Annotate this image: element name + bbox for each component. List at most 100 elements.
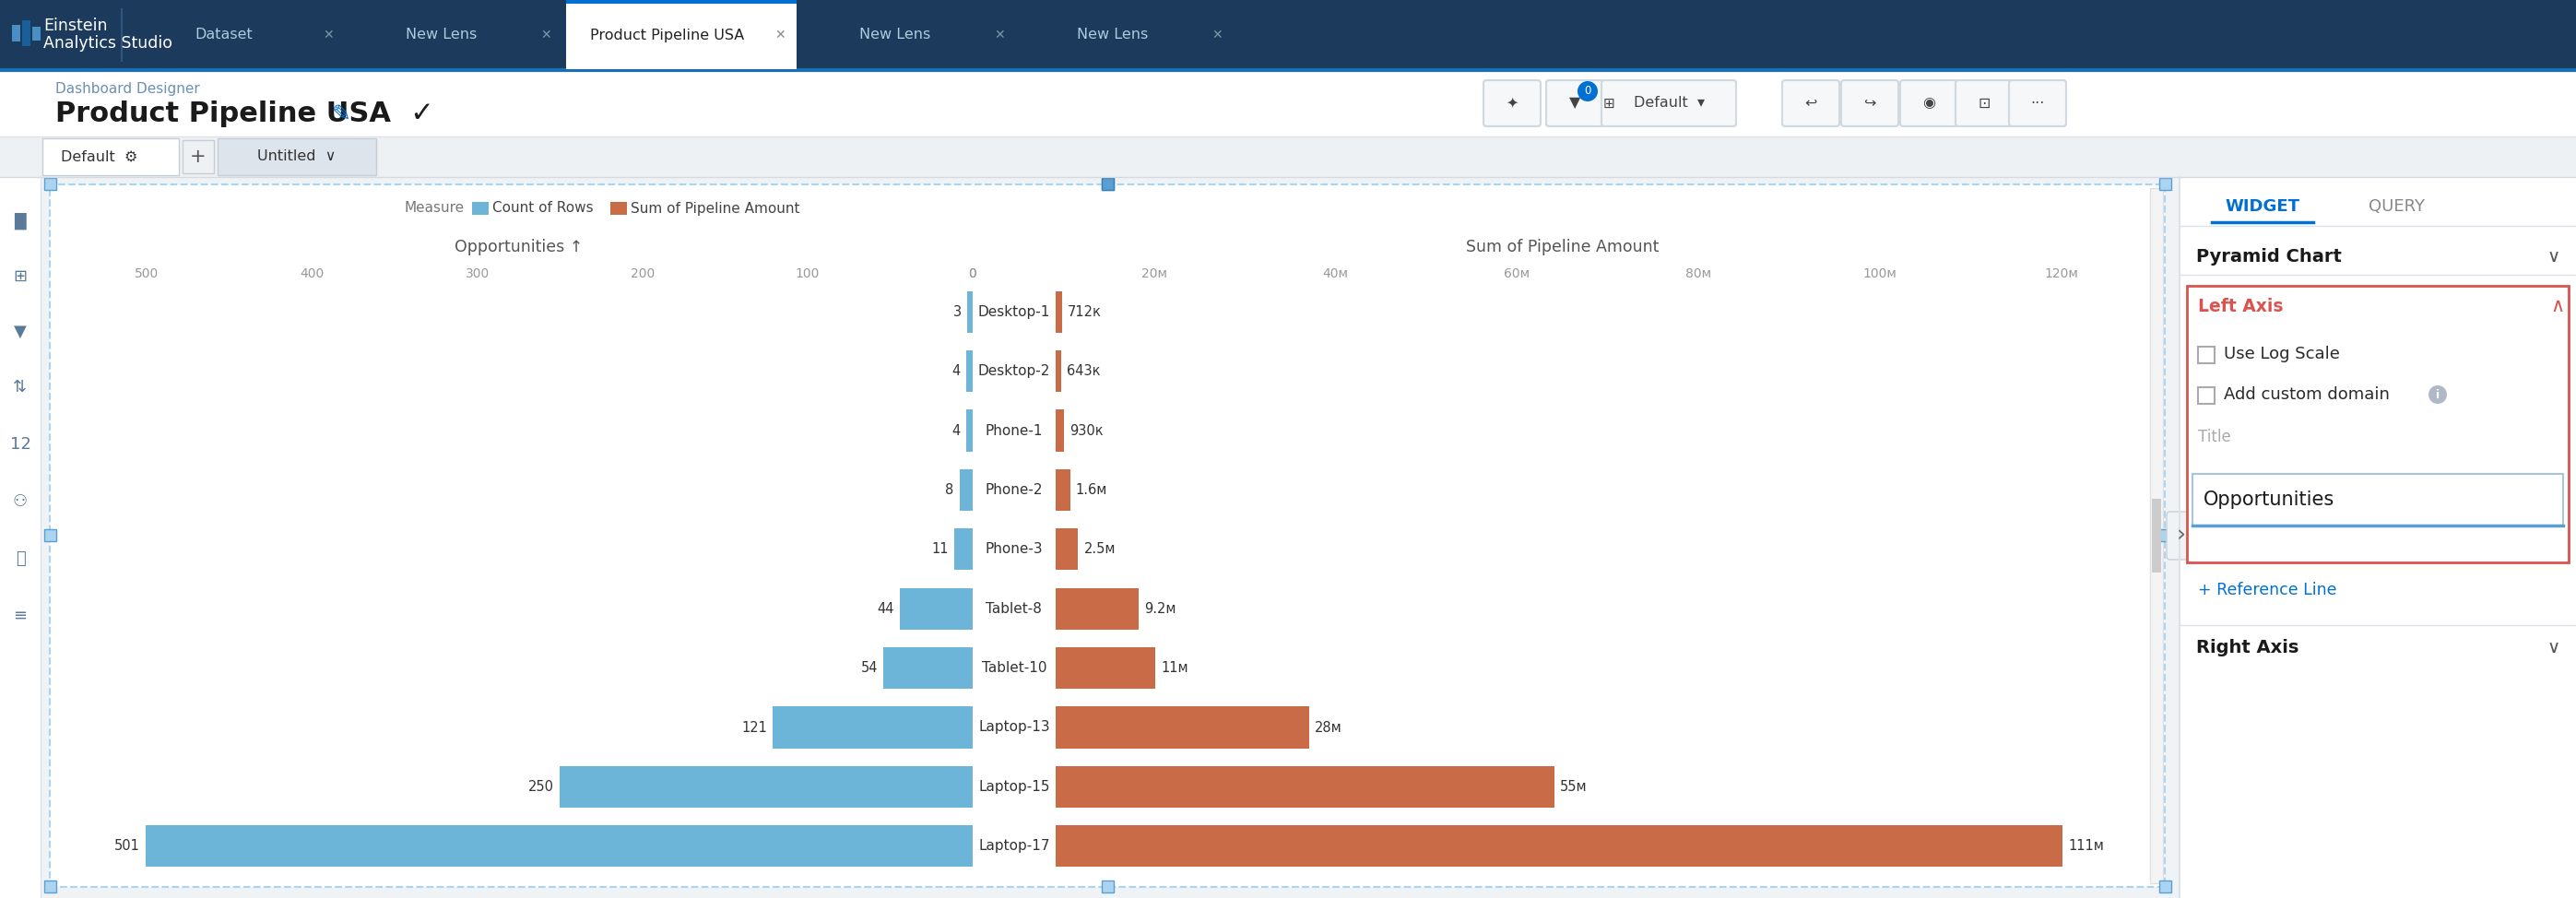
Text: Desktop-1: Desktop-1 (979, 305, 1051, 319)
Text: ✕: ✕ (541, 29, 551, 41)
Text: +: + (191, 147, 206, 166)
Bar (1056, 529, 1079, 570)
Bar (2187, 286, 2568, 562)
Bar (144, 825, 974, 867)
Text: Default  ⚙: Default ⚙ (62, 150, 139, 163)
Text: Use Log Scale: Use Log Scale (2223, 346, 2339, 362)
Text: Einstein: Einstein (44, 18, 108, 34)
Text: New Lens: New Lens (1077, 28, 1149, 42)
Text: 54: 54 (860, 661, 878, 675)
Text: New Lens: New Lens (407, 28, 477, 42)
Bar (1056, 647, 1154, 689)
FancyBboxPatch shape (1783, 80, 1839, 127)
FancyBboxPatch shape (2166, 512, 2197, 559)
Text: Left Axis: Left Axis (2197, 297, 2282, 315)
Text: Opportunities ↑: Opportunities ↑ (453, 239, 582, 255)
Bar (44, 880, 57, 893)
Text: 250: 250 (528, 779, 554, 794)
Bar (966, 350, 974, 392)
Text: ✕: ✕ (1211, 29, 1224, 41)
Bar (567, 0, 796, 4)
Text: ⊞: ⊞ (1602, 96, 1615, 110)
Bar (2197, 347, 2215, 364)
Text: ✕: ✕ (994, 29, 1005, 41)
Text: Product Pipeline USA: Product Pipeline USA (590, 28, 744, 42)
Text: ≡: ≡ (13, 608, 28, 624)
FancyBboxPatch shape (1901, 80, 1958, 127)
Bar (23, 21, 31, 46)
Text: 501: 501 (113, 840, 139, 853)
Bar (471, 202, 489, 215)
Text: Untitled  ∨: Untitled ∨ (258, 150, 337, 163)
Bar (0, 177, 41, 898)
Text: ···: ··· (2030, 96, 2045, 110)
Bar (2179, 177, 2576, 898)
Text: Laptop-17: Laptop-17 (979, 840, 1051, 853)
Text: 3: 3 (953, 305, 961, 319)
Text: Laptop-13: Laptop-13 (979, 720, 1051, 735)
Text: 60м: 60м (1504, 268, 1530, 280)
Text: 44: 44 (878, 602, 894, 616)
Text: 80м: 80м (1685, 268, 1710, 280)
Bar (1056, 766, 1553, 807)
Text: Tablet-8: Tablet-8 (987, 602, 1043, 616)
Text: ⚇: ⚇ (13, 493, 28, 510)
Bar (1103, 880, 1113, 893)
Text: Phone-1: Phone-1 (984, 424, 1043, 437)
Text: + Reference Line: + Reference Line (2197, 582, 2336, 598)
Text: Dashboard Designer: Dashboard Designer (54, 82, 201, 95)
Bar (611, 202, 626, 215)
Text: ⊡: ⊡ (1978, 96, 1991, 110)
Text: 8: 8 (945, 483, 953, 497)
Text: 200: 200 (631, 268, 654, 280)
Text: ▼: ▼ (13, 323, 26, 340)
FancyBboxPatch shape (1955, 80, 2012, 127)
Text: 643к: 643к (1066, 365, 1100, 378)
Bar (567, 0, 796, 69)
Text: 100м: 100м (1862, 268, 1896, 280)
Text: 55м: 55м (1561, 779, 1587, 794)
Text: 20м: 20м (1141, 268, 1167, 280)
Text: New Lens: New Lens (860, 28, 930, 42)
Bar (49, 184, 2164, 887)
Bar (183, 140, 214, 173)
FancyBboxPatch shape (1484, 80, 1540, 127)
Text: Pyramid Chart: Pyramid Chart (2197, 248, 2342, 265)
Text: WIDGET: WIDGET (2226, 198, 2300, 215)
Text: Add custom domain: Add custom domain (2223, 386, 2391, 403)
Text: 11м: 11м (1162, 661, 1188, 675)
Text: ∧: ∧ (2550, 297, 2566, 315)
Text: 300: 300 (466, 268, 489, 280)
Text: ✕: ✕ (322, 29, 332, 41)
Bar (2197, 387, 2215, 404)
Text: ↪: ↪ (1862, 96, 1875, 110)
Text: Product Pipeline USA  ✓: Product Pipeline USA ✓ (54, 101, 433, 128)
Text: 0: 0 (969, 268, 976, 280)
Text: ⇅: ⇅ (13, 379, 28, 395)
Text: ✎: ✎ (332, 103, 350, 126)
Text: ✕: ✕ (775, 29, 786, 41)
Bar (33, 27, 41, 40)
Bar (2151, 188, 2164, 884)
Text: 400: 400 (299, 268, 325, 280)
Text: Count of Rows: Count of Rows (492, 201, 592, 216)
Text: i: i (2437, 389, 2439, 401)
Bar (1056, 469, 1069, 511)
Text: 4: 4 (953, 365, 961, 378)
Bar (1056, 409, 1064, 452)
Bar (969, 291, 974, 332)
Text: Desktop-2: Desktop-2 (979, 365, 1051, 378)
Text: Sum of Pipeline Amount: Sum of Pipeline Amount (631, 201, 799, 216)
Text: ›: › (2177, 524, 2187, 547)
Text: 0: 0 (1584, 85, 1592, 97)
Text: 2.5м: 2.5м (1084, 542, 1115, 556)
Bar (2192, 474, 2563, 525)
Bar (0, 70, 2576, 136)
Bar (0, 0, 2576, 70)
Text: Sum of Pipeline Amount: Sum of Pipeline Amount (1466, 239, 1659, 255)
Text: Phone-3: Phone-3 (984, 542, 1043, 556)
Text: Right Axis: Right Axis (2197, 638, 2298, 656)
Bar (899, 588, 974, 629)
Bar (1056, 825, 2063, 867)
Text: 🗎: 🗎 (15, 550, 26, 567)
